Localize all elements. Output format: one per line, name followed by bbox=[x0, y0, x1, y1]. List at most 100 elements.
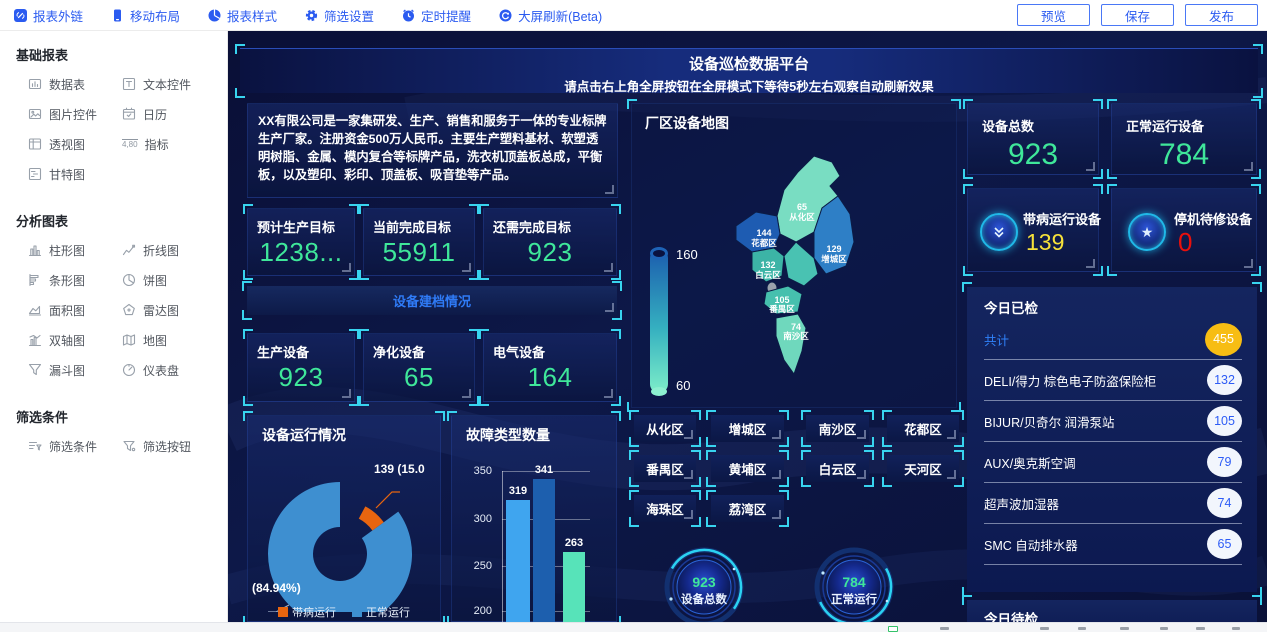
district-button-huadu[interactable]: 花都区 bbox=[882, 410, 964, 447]
sidebar-item-filter-condition[interactable]: 筛选条件 bbox=[28, 431, 122, 461]
sidebar-item-indicator[interactable]: 4,80 指标 bbox=[122, 137, 169, 152]
sidebar-item-pivot[interactable]: 透视图 bbox=[28, 129, 122, 159]
statusbar-icon-fragment bbox=[1196, 627, 1205, 630]
map-region-panyu[interactable] bbox=[763, 285, 803, 315]
sidebar-item-area-chart[interactable]: 面积图 bbox=[28, 295, 122, 325]
district-button-baiyun[interactable]: 白云区 bbox=[801, 450, 874, 487]
sidebar-item-image-widget[interactable]: 图片控件 bbox=[28, 99, 122, 129]
district-button-panyu[interactable]: 番禺区 bbox=[629, 450, 701, 487]
kpi-normal-running-devices[interactable]: 正常运行设备 784 bbox=[1107, 99, 1261, 179]
map-name: 南沙区 bbox=[783, 331, 809, 341]
list-item[interactable]: BIJUR/贝奇尔 润滑泵站 105 bbox=[984, 401, 1242, 442]
legend-item-sick: 带病运行 bbox=[278, 604, 336, 620]
kpi-label: 净化设备 bbox=[373, 345, 426, 360]
sidebar-item-column-chart[interactable]: 柱形图 bbox=[28, 235, 122, 265]
gridline bbox=[502, 471, 590, 472]
list-item-total[interactable]: 共计 455 bbox=[984, 319, 1242, 360]
district-button-conghua[interactable]: 从化区 bbox=[629, 410, 701, 447]
sidebar-item-calendar[interactable]: 日历 bbox=[122, 99, 227, 129]
company-intro-panel[interactable]: XX有限公司是一家集研发、生产、销售和服务于一体的专业标牌生产厂家。注册资金50… bbox=[247, 103, 618, 198]
dashboard-header[interactable]: 设备巡检数据平台 请点击右上角全屏按钮在全屏模式下等待5秒左右观察自动刷新效果 bbox=[235, 44, 1263, 98]
area-chart-icon bbox=[28, 305, 42, 316]
kpi-stopped-devices[interactable]: ★ 停机待修设备 0 bbox=[1107, 184, 1261, 276]
map-region-nansha[interactable] bbox=[775, 313, 807, 376]
device-archive-bar[interactable]: 设备建档情况 bbox=[242, 281, 622, 320]
district-button-huangpu[interactable]: 黄埔区 bbox=[706, 450, 789, 487]
bar-value: 319 bbox=[508, 485, 528, 497]
kpi-label: 还需完成目标 bbox=[493, 220, 572, 235]
sidebar-item-filter-button[interactable]: 筛选按钮 bbox=[122, 431, 227, 461]
sidebar-item-pie-chart[interactable]: 饼图 bbox=[122, 265, 227, 295]
list-item[interactable]: 超声波加湿器 74 bbox=[984, 483, 1242, 524]
statusbar-icon-fragment bbox=[1232, 627, 1240, 630]
count-badge: 74 bbox=[1207, 488, 1242, 518]
sidebar-item-line-chart[interactable]: 折线图 bbox=[122, 235, 227, 265]
kpi-value: 139 bbox=[1026, 229, 1065, 255]
save-button[interactable]: 保存 bbox=[1101, 4, 1174, 26]
company-intro-text: XX有限公司是一家集研发、生产、销售和服务于一体的专业标牌生产厂家。注册资金50… bbox=[258, 114, 607, 182]
pie-label-sick: 139 (15.0 bbox=[374, 462, 425, 476]
bar-value: 263 bbox=[564, 537, 584, 549]
sidebar-item-gantt[interactable]: 甘特图 bbox=[28, 159, 122, 189]
toolbar-item-filter-settings[interactable]: 筛选设置 bbox=[305, 6, 374, 25]
map-region-zengcheng[interactable] bbox=[813, 195, 855, 275]
fault-type-count-chart[interactable]: 故障类型数量 350 300 250 200 319 341 263 bbox=[447, 411, 621, 622]
map-value: 132 bbox=[760, 260, 775, 270]
dashboard-canvas[interactable]: 设备巡检数据平台 请点击右上角全屏按钮在全屏模式下等待5秒左右观察自动刷新效果 … bbox=[227, 30, 1267, 622]
pie-label-normal-pct: (84.94%) bbox=[252, 581, 301, 595]
kpi-current-complete[interactable]: 当前完成目标 55911 bbox=[359, 204, 479, 280]
svg-text:784: 784 bbox=[842, 574, 866, 590]
kpi-remaining-target[interactable]: 还需完成目标 923 bbox=[479, 204, 621, 280]
kpi-label: 带病运行设备 bbox=[1023, 212, 1102, 227]
sidebar-item-data-table[interactable]: 数据表 bbox=[28, 69, 122, 99]
toolbar-item-report-style[interactable]: 报表样式 bbox=[208, 6, 277, 25]
toolbar-item-mobile-layout[interactable]: 移动布局 bbox=[111, 6, 180, 25]
pie-chart-icon bbox=[122, 273, 136, 287]
district-button-nansha[interactable]: 南沙区 bbox=[801, 410, 874, 447]
toolbar-item-report-link[interactable]: 报表外链 bbox=[14, 6, 83, 25]
kpi-value: 923 bbox=[527, 237, 573, 267]
map-value: 65 bbox=[797, 202, 807, 212]
checked-today-panel[interactable]: 今日已检 共计 455 DELI/得力 棕色电子防盗保险柜 132 BIJUR/… bbox=[962, 282, 1262, 597]
sidebar-item-funnel-chart[interactable]: 漏斗图 bbox=[28, 355, 122, 385]
district-button-haizhu[interactable]: 海珠区 bbox=[629, 490, 701, 527]
kpi-total-devices[interactable]: 设备总数 923 bbox=[963, 99, 1103, 179]
bottom-status-strip bbox=[0, 622, 1267, 632]
toolbar-item-screen-refresh[interactable]: 大屏刷新(Beta) bbox=[499, 6, 602, 25]
sidebar-item-bar-chart[interactable]: 条形图 bbox=[28, 265, 122, 295]
list-item[interactable]: DELI/得力 棕色电子防盗保险柜 132 bbox=[984, 360, 1242, 401]
y-tick: 200 bbox=[473, 605, 492, 617]
legend-swatch bbox=[278, 607, 288, 617]
kpi-expected-target[interactable]: 预计生产目标 1238... bbox=[243, 204, 359, 280]
kpi-purification-devices[interactable]: 净化设备 65 bbox=[359, 329, 479, 406]
map-region-huangpu[interactable] bbox=[783, 241, 819, 287]
publish-button[interactable]: 发布 bbox=[1185, 4, 1258, 26]
map-region-baiyun[interactable] bbox=[751, 247, 785, 283]
pending-today-panel[interactable]: 今日待检 bbox=[962, 595, 1262, 622]
district-button-liwan[interactable]: 荔湾区 bbox=[706, 490, 789, 527]
sidebar-item-dual-axis-chart[interactable]: 双轴图 bbox=[28, 325, 122, 355]
kpi-electrical-devices[interactable]: 电气设备 164 bbox=[479, 329, 621, 406]
factory-map-panel[interactable]: 厂区设备地图 160 60 65 从化区 144 花都区 bbox=[627, 99, 961, 412]
sidebar-item-text-widget[interactable]: 文本控件 bbox=[122, 69, 227, 99]
toolbar-item-timed-reminder[interactable]: 定时提醒 bbox=[402, 6, 471, 25]
gauge-total-devices[interactable]: 923 设备总数 bbox=[661, 547, 747, 622]
section-title-analysis-charts: 分析图表 bbox=[16, 214, 69, 229]
preview-button[interactable]: 预览 bbox=[1017, 4, 1090, 26]
sidebar-item-map[interactable]: 地图 bbox=[122, 325, 227, 355]
device-run-status-chart[interactable]: 设备运行情况 139 (15.0 (84.94%) 带病运行 正常运行 bbox=[243, 411, 445, 622]
kpi-production-devices[interactable]: 生产设备 923 bbox=[243, 329, 359, 406]
kpi-sick-running-devices[interactable]: 带病运行设备 139 bbox=[963, 184, 1103, 276]
filter-condition-icon bbox=[28, 441, 42, 451]
list-item[interactable]: SMC 自动排水器 65 bbox=[984, 524, 1242, 565]
sidebar-item-gauge-chart[interactable]: 仪表盘 bbox=[122, 355, 227, 385]
district-button-zengcheng[interactable]: 增城区 bbox=[706, 410, 789, 447]
district-button-tianhe[interactable]: 天河区 bbox=[882, 450, 964, 487]
statusbar-icon-fragment bbox=[1120, 627, 1129, 630]
legend-item-normal: 正常运行 bbox=[352, 604, 410, 620]
sidebar-item-radar-chart[interactable]: 雷达图 bbox=[122, 295, 227, 325]
list-item[interactable]: AUX/奥克斯空调 79 bbox=[984, 442, 1242, 483]
gauge-normal-running[interactable]: 784 正常运行 bbox=[811, 547, 897, 622]
map-region-huadu[interactable] bbox=[735, 211, 781, 253]
